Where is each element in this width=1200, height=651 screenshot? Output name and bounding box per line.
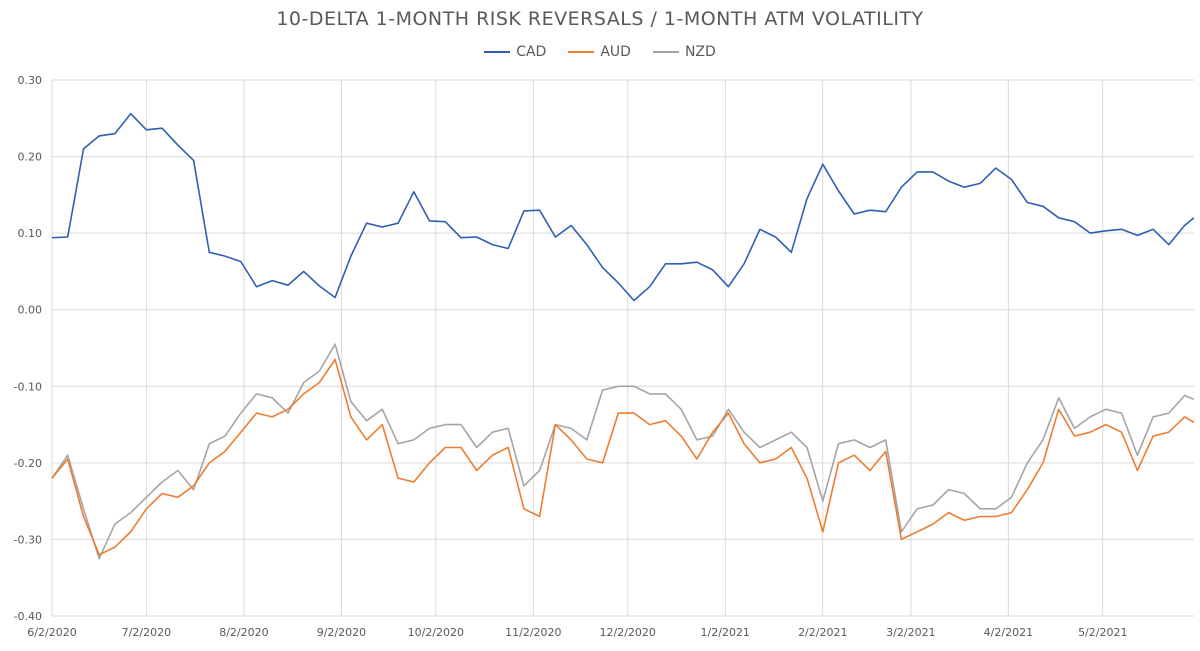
x-tick-label: 7/2/2020 [122, 626, 171, 639]
y-tick-label: 0.00 [18, 304, 43, 317]
x-tick-label: 4/2/2021 [984, 626, 1033, 639]
x-tick-label: 2/2/2021 [798, 626, 847, 639]
x-tick-label: 9/2/2020 [317, 626, 366, 639]
legend-item-nzd: NZD [652, 44, 716, 60]
legend-swatch-cad [484, 51, 511, 53]
y-tick-label: -0.10 [14, 380, 42, 393]
x-tick-label: 8/2/2020 [219, 626, 268, 639]
x-tick-label: 6/2/2020 [27, 626, 76, 639]
legend-label-aud: AUD [600, 44, 631, 60]
x-tick-label: 12/2/2020 [600, 626, 656, 639]
y-tick-label: -0.30 [14, 533, 42, 546]
chart-title: 10-DELTA 1-MONTH RISK REVERSALS / 1-MONT… [276, 8, 924, 30]
legend-item-aud: AUD [568, 44, 631, 60]
legend-swatch-aud [568, 51, 595, 53]
x-tick-label: 3/2/2021 [886, 626, 935, 639]
y-tick-label: -0.40 [14, 610, 42, 623]
series-line-nzd [51, 343, 1195, 560]
legend-label-cad: CAD [516, 44, 547, 60]
x-tick-label: 11/2/2020 [505, 626, 561, 639]
legend-swatch-nzd [652, 51, 679, 53]
y-tick-label: 0.10 [18, 227, 43, 240]
legend-item-cad: CAD [484, 44, 546, 60]
series-line-cad [51, 112, 1195, 302]
x-tick-label: 1/2/2021 [701, 626, 750, 639]
y-tick-label: -0.20 [14, 457, 42, 470]
y-tick-label: 0.20 [18, 151, 43, 164]
legend: CAD AUD NZD [0, 44, 1200, 60]
y-tick-label: 0.30 [18, 74, 43, 87]
legend-label-nzd: NZD [684, 44, 716, 60]
series-line-aud [51, 358, 1195, 556]
x-tick-label: 10/2/2020 [408, 626, 464, 639]
x-tick-label: 5/2/2021 [1078, 626, 1127, 639]
